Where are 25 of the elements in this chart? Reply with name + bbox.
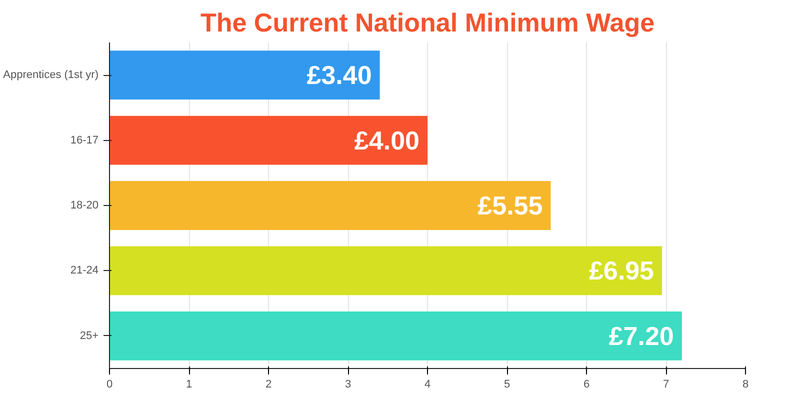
data-label: £6.95 xyxy=(588,256,654,286)
x-tick-label: 7 xyxy=(662,378,670,390)
x-tick-label: 2 xyxy=(265,378,272,390)
x-tick-label: 4 xyxy=(424,378,431,390)
bar xyxy=(110,181,551,230)
data-label: £4.00 xyxy=(354,125,420,156)
y-tick-label: Apprentices (1st yr) xyxy=(3,69,99,82)
x-tick-label: 5 xyxy=(504,378,510,390)
bar xyxy=(110,116,428,165)
y-tick-label: 21-24 xyxy=(70,264,99,277)
y-tick-label: 18-20 xyxy=(70,200,99,212)
y-tick-label: 25+ xyxy=(80,330,99,342)
bar xyxy=(110,311,682,360)
x-tick-label: 8 xyxy=(742,378,749,390)
x-tick-label: 3 xyxy=(344,378,352,390)
x-tick-label: 1 xyxy=(186,378,192,390)
chart-title: The Current National Minimum Wage xyxy=(200,8,655,38)
bar xyxy=(110,246,662,296)
data-label: £3.40 xyxy=(306,60,372,90)
x-tick-label: 6 xyxy=(583,378,590,390)
x-tick-label: 0 xyxy=(106,378,113,390)
data-label: £5.55 xyxy=(478,190,543,220)
data-label: £7.20 xyxy=(608,320,674,351)
bar xyxy=(110,50,380,100)
y-tick-label: 16-17 xyxy=(70,134,99,146)
